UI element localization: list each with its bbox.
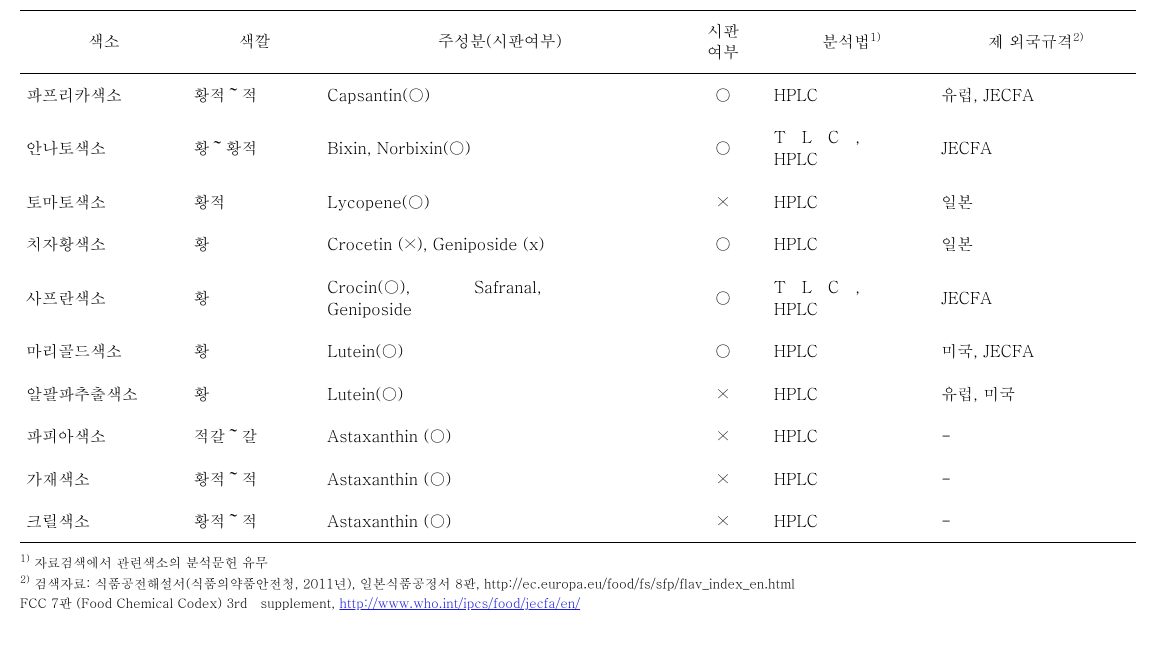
- header-main: 주성분(시판여부): [321, 11, 678, 74]
- cell-color: 적갈～갈: [187, 415, 321, 457]
- header-color: 색깔: [187, 11, 321, 74]
- header-pigment: 색소: [20, 11, 187, 74]
- cell-pigment: 토마토색소: [20, 181, 187, 223]
- header-spec-sup: 2): [1073, 30, 1084, 45]
- cell-main: Bixin, Norbixin(○): [321, 116, 678, 181]
- cell-pigment: 안나토색소: [20, 116, 187, 181]
- cell-pigment: 알팔파추출색소: [20, 373, 187, 415]
- table-row: 안나토색소황～황적Bixin, Norbixin(○)○T L C , HPLC…: [20, 116, 1136, 181]
- footnote-link[interactable]: http://www.who.int/ipcs/food/jecfa/en/: [339, 593, 580, 612]
- cell-spec: 미국, JECFA: [935, 330, 1136, 372]
- cell-method: HPLC: [768, 223, 935, 265]
- cell-main: Astaxanthin (○): [321, 458, 678, 500]
- footnote-2-sup: 2): [20, 572, 30, 586]
- cell-color: 황적: [187, 181, 321, 223]
- table-row: 가재색소황적～적Astaxanthin (○)×HPLC-: [20, 458, 1136, 500]
- cell-main: Lycopene(○): [321, 181, 678, 223]
- cell-main: Capsantin(○): [321, 73, 678, 116]
- footnote-1: 1) 자료검색에서 관련색소의 분석문헌 유무: [20, 551, 1136, 572]
- pigment-table: 색소 색깔 주성분(시판여부) 시판 여부 분석법1) 제 외국규격2) 파프리…: [20, 10, 1136, 543]
- cell-pigment: 치자황색소: [20, 223, 187, 265]
- table-row: 마리골드색소황Lutein(○)○HPLC미국, JECFA: [20, 330, 1136, 372]
- cell-avail: ×: [678, 458, 767, 500]
- header-method-text: 분석법: [822, 30, 870, 53]
- cell-pigment: 파피아색소: [20, 415, 187, 457]
- cell-spec: 유럽, JECFA: [935, 73, 1136, 116]
- cell-pigment: 마리골드색소: [20, 330, 187, 372]
- cell-avail: ×: [678, 181, 767, 223]
- table-row: 토마토색소황적Lycopene(○)×HPLC일본: [20, 181, 1136, 223]
- cell-avail: ○: [678, 116, 767, 181]
- cell-avail: ○: [678, 330, 767, 372]
- cell-avail: ×: [678, 500, 767, 543]
- cell-avail: ×: [678, 415, 767, 457]
- cell-color: 황적～적: [187, 73, 321, 116]
- cell-color: 황: [187, 223, 321, 265]
- cell-color: 황: [187, 373, 321, 415]
- header-avail: 시판 여부: [678, 11, 767, 74]
- cell-spec: -: [935, 500, 1136, 543]
- cell-method: T L C , HPLC: [768, 116, 935, 181]
- table-row: 알팔파추출색소황Lutein(○)×HPLC유럽, 미국: [20, 373, 1136, 415]
- cell-pigment: 파프리카색소: [20, 73, 187, 116]
- cell-method: HPLC: [768, 73, 935, 116]
- table-body: 파프리카색소황적～적Capsantin(○)○HPLC유럽, JECFA안나토색…: [20, 73, 1136, 543]
- cell-main: Astaxanthin (○): [321, 415, 678, 457]
- cell-method: T L C , HPLC: [768, 266, 935, 331]
- table-row: 크릴색소황적～적Astaxanthin (○)×HPLC-: [20, 500, 1136, 543]
- cell-pigment: 사프란색소: [20, 266, 187, 331]
- cell-method: HPLC: [768, 458, 935, 500]
- cell-color: 황～황적: [187, 116, 321, 181]
- cell-method: HPLC: [768, 500, 935, 543]
- cell-spec: 유럽, 미국: [935, 373, 1136, 415]
- cell-avail: ○: [678, 266, 767, 331]
- cell-main: Crocetin (×), Geniposide (x): [321, 223, 678, 265]
- header-method: 분석법1): [768, 11, 935, 74]
- table-row: 치자황색소황Crocetin (×), Geniposide (x)○HPLC일…: [20, 223, 1136, 265]
- cell-method: HPLC: [768, 181, 935, 223]
- footnote-1-text: 자료검색에서 관련색소의 분석문헌 유무: [30, 553, 268, 572]
- header-spec-text: 제 외국규격: [988, 30, 1073, 53]
- cell-color: 황적～적: [187, 500, 321, 543]
- cell-spec: -: [935, 415, 1136, 457]
- cell-avail: ○: [678, 223, 767, 265]
- footnote-1-sup: 1): [20, 551, 30, 565]
- table-row: 사프란색소황Crocin(○), Safranal, Geniposide○T …: [20, 266, 1136, 331]
- cell-main: Lutein(○): [321, 330, 678, 372]
- footnotes: 1) 자료검색에서 관련색소의 분석문헌 유무 2) 검색자료: 식품공전해설서…: [20, 551, 1136, 612]
- cell-color: 황: [187, 266, 321, 331]
- header-avail-text: 시판 여부: [707, 19, 739, 63]
- cell-pigment: 크릴색소: [20, 500, 187, 543]
- cell-method: HPLC: [768, 415, 935, 457]
- cell-main: Astaxanthin (○): [321, 500, 678, 543]
- footnote-2: 2) 검색자료: 식품공전해설서(식품의약품안전청, 2011년), 일본식품공…: [20, 572, 1136, 593]
- table-row: 파프리카색소황적～적Capsantin(○)○HPLC유럽, JECFA: [20, 73, 1136, 116]
- cell-avail: ○: [678, 73, 767, 116]
- cell-color: 황: [187, 330, 321, 372]
- header-spec: 제 외국규격2): [935, 11, 1136, 74]
- cell-main: Crocin(○), Safranal, Geniposide: [321, 266, 678, 331]
- footnote-3: FCC 7판 (Food Chemical Codex) 3rd supplem…: [20, 593, 1136, 613]
- footnote-2-text: 검색자료: 식품공전해설서(식품의약품안전청, 2011년), 일본식품공정서 …: [30, 573, 795, 592]
- header-method-sup: 1): [870, 30, 881, 45]
- cell-color: 황적～적: [187, 458, 321, 500]
- cell-spec: 일본: [935, 223, 1136, 265]
- cell-main: Lutein(○): [321, 373, 678, 415]
- cell-spec: JECFA: [935, 266, 1136, 331]
- cell-avail: ×: [678, 373, 767, 415]
- cell-spec: JECFA: [935, 116, 1136, 181]
- cell-method: HPLC: [768, 330, 935, 372]
- cell-pigment: 가재색소: [20, 458, 187, 500]
- cell-method: HPLC: [768, 373, 935, 415]
- cell-spec: -: [935, 458, 1136, 500]
- table-row: 파피아색소적갈～갈Astaxanthin (○)×HPLC-: [20, 415, 1136, 457]
- cell-spec: 일본: [935, 181, 1136, 223]
- footnote-3-prefix: FCC 7판 (Food Chemical Codex) 3rd supplem…: [20, 593, 339, 612]
- table-header-row: 색소 색깔 주성분(시판여부) 시판 여부 분석법1) 제 외국규격2): [20, 11, 1136, 74]
